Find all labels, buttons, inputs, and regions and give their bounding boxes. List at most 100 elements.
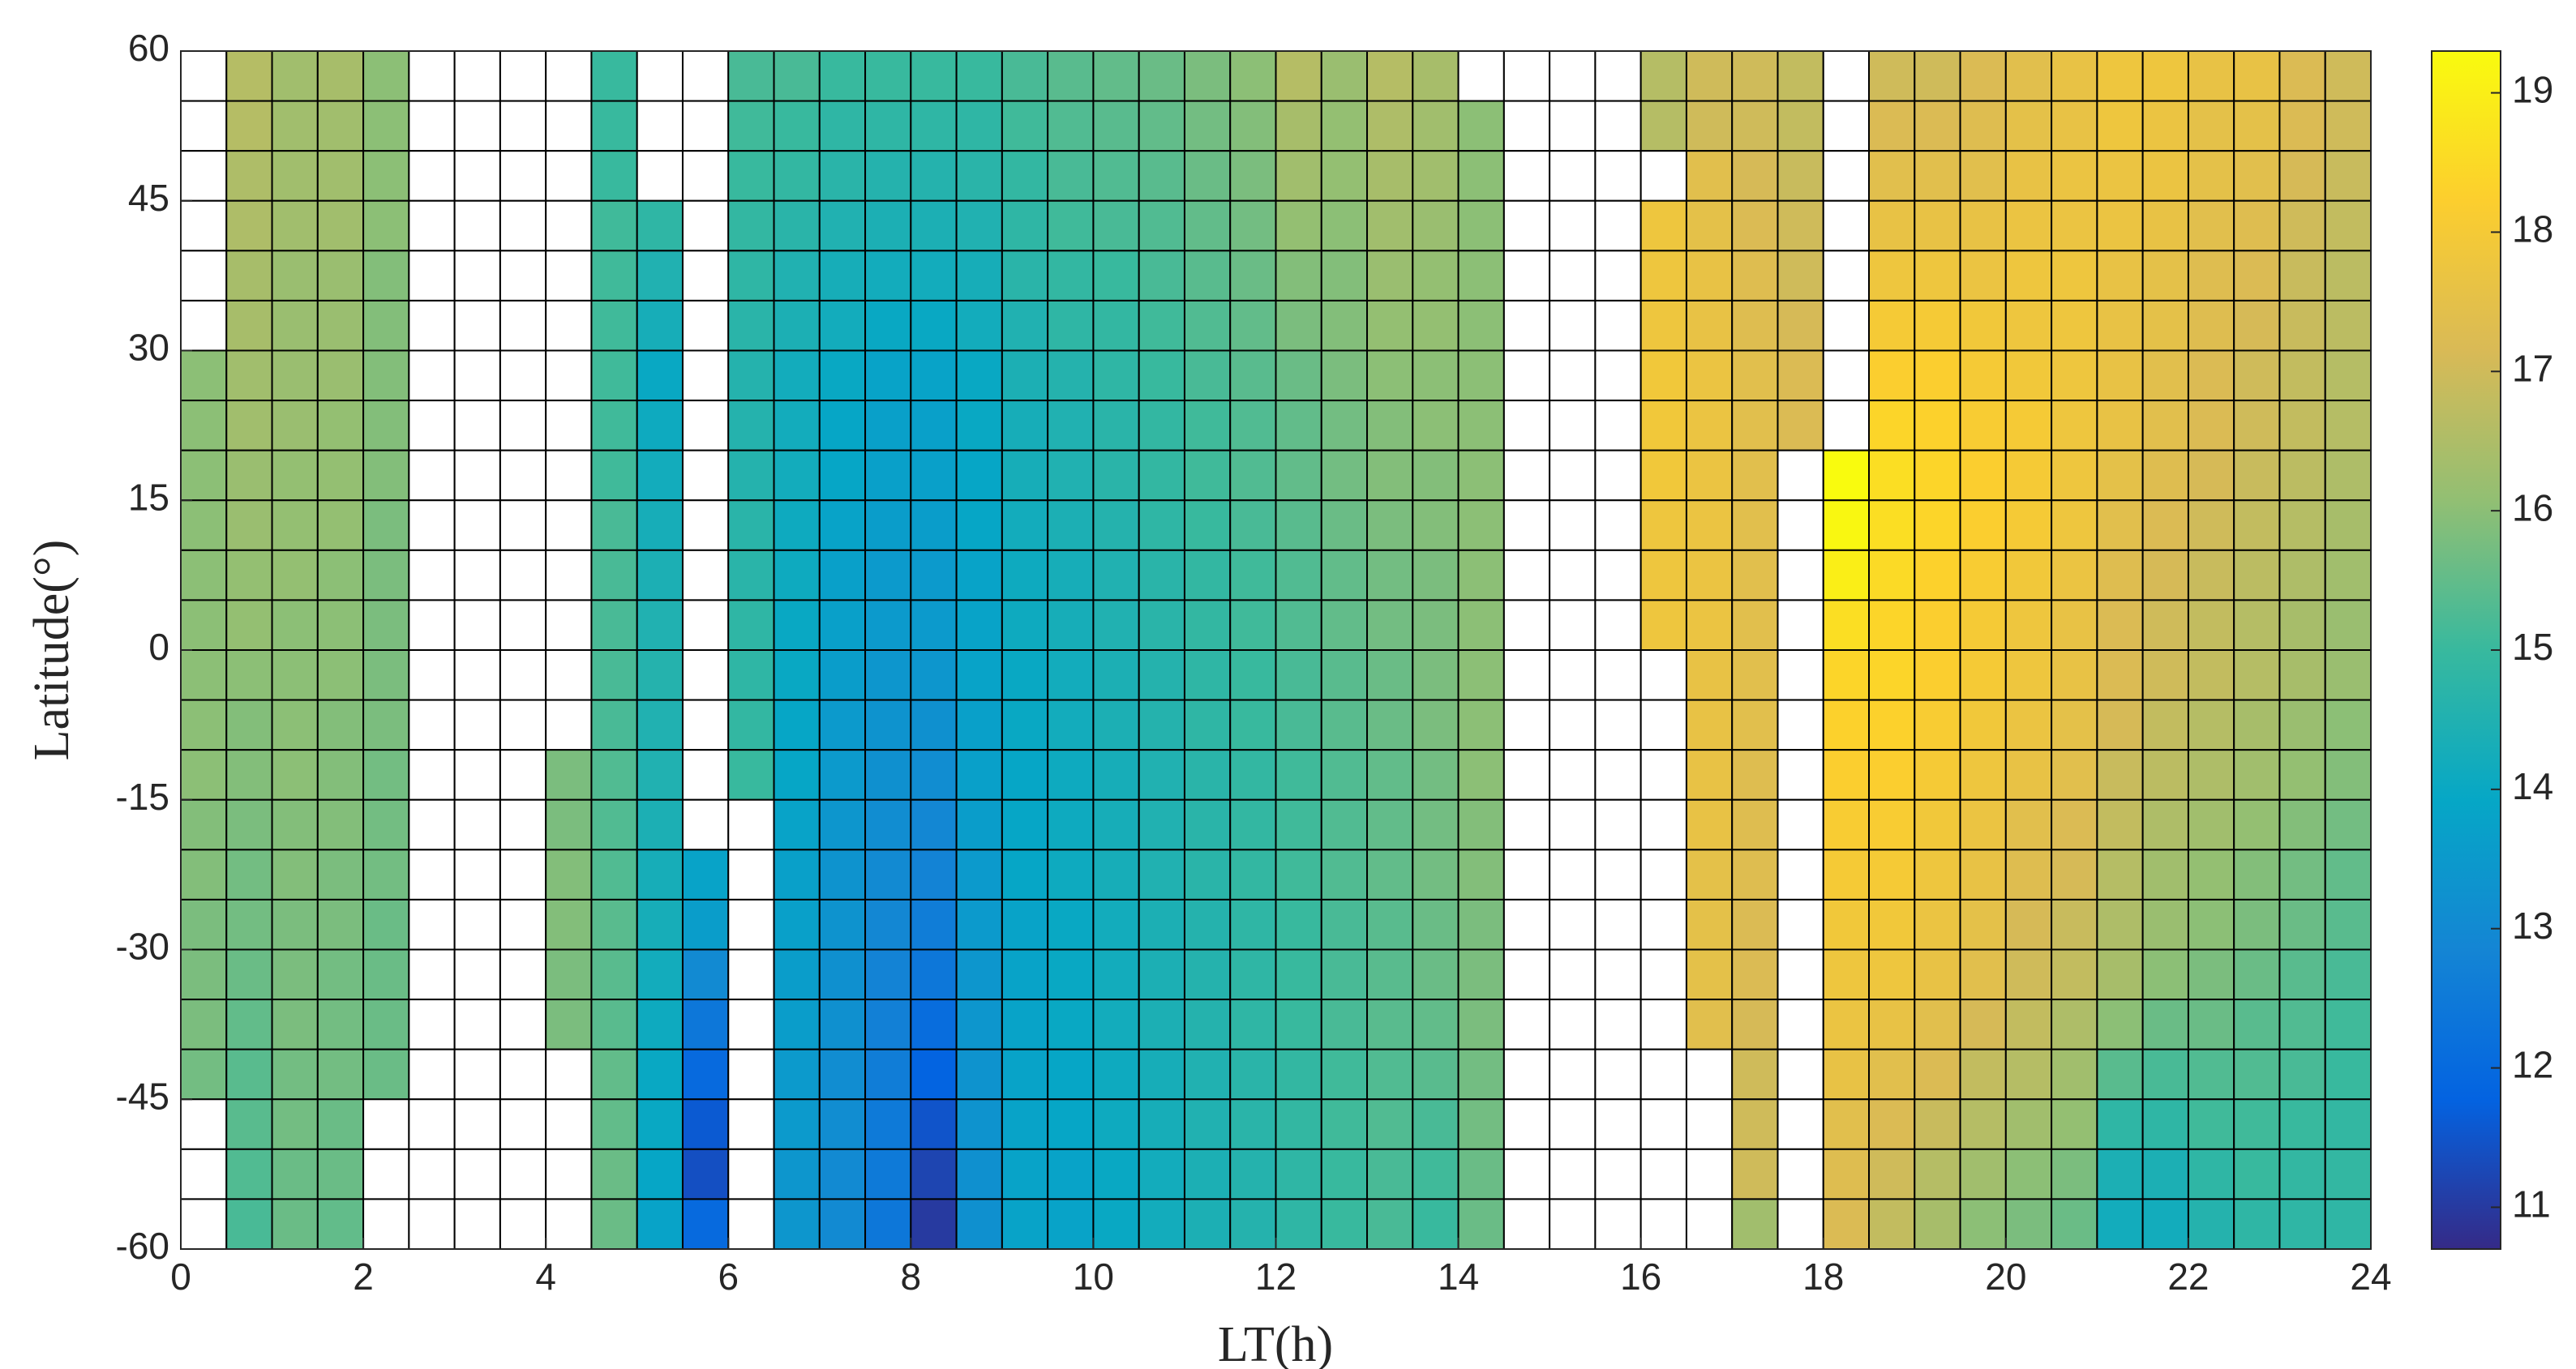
heat-cell [1412,898,1459,951]
heat-cell [1320,599,1369,652]
heat-cell [1914,999,1961,1050]
heat-cell [362,999,410,1050]
heat-cell [2233,849,2281,901]
heat-cell [1092,199,1140,252]
empty-cell [408,849,456,901]
heat-cell [1229,499,1277,551]
heat-cell [636,499,684,551]
heat-cell [2141,699,2189,751]
heat-cell [2187,50,2235,102]
heat-cell [727,150,775,202]
empty-cell [1594,948,1642,1001]
heat-cell [1138,449,1185,502]
heat-cell [636,199,684,252]
heat-cell [1959,849,2007,901]
heat-cell [2096,849,2144,901]
empty-cell [1639,1098,1687,1150]
heat-cell [2324,599,2372,652]
heat-cell [225,999,273,1050]
empty-cell [1777,1048,1824,1101]
heat-cell [1183,400,1232,451]
heat-cell [1959,649,2007,701]
heat-cell [727,250,775,302]
heat-cell [727,499,775,551]
heat-cell [864,849,912,901]
heat-cell [1822,1048,1871,1101]
empty-cell [727,1098,775,1150]
colorbar-tick-label: 12 [2512,1044,2553,1086]
heat-cell [1183,499,1232,551]
heat-cell [1639,250,1687,302]
colorbar-tick-label: 16 [2512,486,2553,528]
heat-cell [362,50,410,102]
heat-cell [1092,999,1140,1050]
heat-cell [1183,549,1232,601]
heat-cell [1959,449,2007,502]
heat-cell [1639,449,1687,502]
heat-cell [1639,199,1687,252]
heat-cell [1731,999,1779,1050]
heat-cell [1685,798,1734,851]
heat-cell [1457,100,1505,152]
heat-cell [1183,449,1232,502]
heat-cell [1047,649,1095,701]
heat-cell [2141,599,2189,652]
x-axis-label: LT(h) [1218,1317,1333,1369]
empty-cell [499,999,547,1050]
heat-cell [2096,1098,2144,1150]
empty-cell [1502,699,1551,751]
heat-cell [1275,898,1322,951]
colorbar [2431,50,2501,1250]
heat-cell [1366,50,1414,102]
heat-cell [2187,100,2235,152]
empty-cell [1594,250,1642,302]
heat-cell [2324,549,2372,601]
heat-cell [1822,599,1871,652]
heat-cell [1868,499,1916,551]
empty-cell [453,1148,501,1200]
heat-cell [1914,299,1961,352]
heat-cell [362,199,410,252]
heat-cell [1320,100,1369,152]
empty-cell [453,798,501,851]
heat-cell [1092,649,1140,701]
heat-cell [1138,400,1185,451]
heat-cell [1366,549,1414,601]
heat-cell [180,999,228,1050]
heat-cell [2051,749,2098,801]
heat-cell [773,898,821,951]
empty-cell [453,749,501,801]
heat-cell [316,999,365,1050]
empty-cell [1502,100,1551,152]
empty-cell [499,299,547,352]
heat-cell [773,948,821,1001]
heat-cell [2004,299,2053,352]
heat-cell [2233,749,2281,801]
heat-cell [2096,649,2144,701]
heat-cell [2187,400,2235,451]
heat-cell [1001,499,1049,551]
heat-cell [2187,599,2235,652]
heat-cell [864,948,912,1001]
heat-cell [590,948,638,1001]
heat-cell [1914,649,1961,701]
heat-cell [955,1098,1003,1150]
heat-cell [818,999,867,1050]
heat-cell [636,999,684,1050]
empty-cell [408,499,456,551]
heat-cell [636,798,684,851]
heat-cell [2278,948,2326,1001]
empty-cell [1549,948,1597,1001]
heat-cell [1366,250,1414,302]
empty-cell [1549,449,1597,502]
heat-cell [316,1198,365,1250]
heat-cell [2278,798,2326,851]
empty-cell [499,499,547,551]
heat-cell [1092,499,1140,551]
y-tick-label: 0 [148,626,169,668]
empty-cell [1777,898,1824,951]
heat-cell [2004,1048,2053,1101]
heat-cell [2141,100,2189,152]
heat-cell [1001,999,1049,1050]
